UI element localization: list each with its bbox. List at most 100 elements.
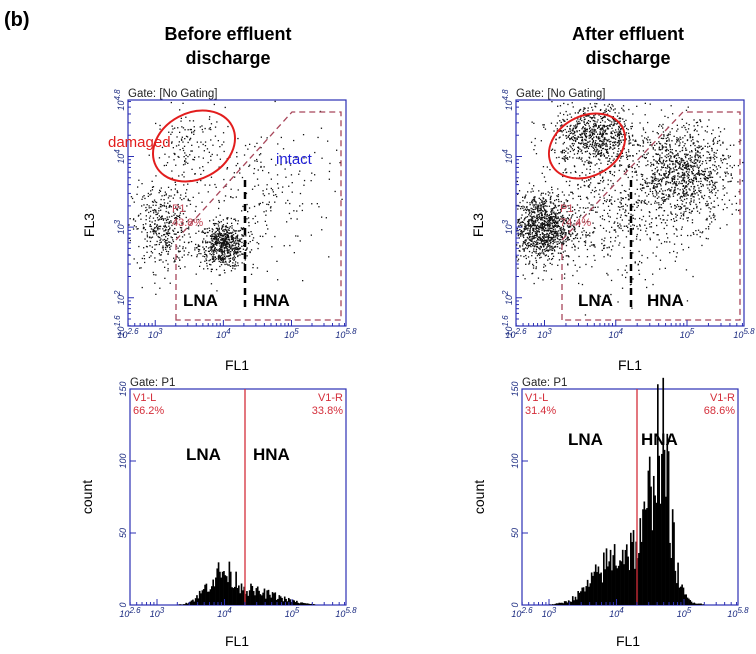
scatter-point (578, 210, 580, 212)
scatter-point (672, 195, 675, 197)
scatter-point (527, 223, 529, 225)
scatter-point (160, 259, 162, 261)
scatter-point (224, 263, 226, 266)
scatter-point (694, 174, 696, 176)
scatter-point (216, 154, 218, 156)
scatter-point (648, 193, 650, 195)
scatter-point (539, 234, 541, 236)
scatter-point (209, 259, 211, 261)
scatter-point (594, 164, 596, 166)
scatter-point (532, 272, 534, 274)
lna-label: LNA (578, 291, 613, 310)
scatter-point (217, 250, 219, 252)
scatter-point (220, 257, 222, 259)
scatter-point (218, 233, 220, 235)
scatter-point (596, 211, 598, 213)
scatter-point (219, 233, 221, 235)
scatter-point (670, 212, 672, 214)
scatter-point (625, 151, 627, 154)
scatter-point (545, 224, 547, 226)
scatter-point (540, 223, 543, 225)
scatter-point (268, 193, 270, 195)
scatter-point (661, 179, 663, 182)
scatter-point (603, 245, 605, 247)
scatter-point (675, 160, 677, 162)
scatter-point (228, 246, 230, 248)
scatter-point (609, 106, 612, 109)
scatter-point (735, 209, 737, 211)
scatter-point (547, 225, 549, 227)
scatter-point (159, 218, 161, 220)
scatter-point (229, 226, 231, 228)
scatter-point (524, 242, 526, 244)
scatter-point (155, 244, 158, 246)
scatter-point (564, 233, 566, 235)
scatter-point (552, 220, 554, 222)
scatter-point (250, 231, 252, 233)
scatter-point (679, 165, 681, 167)
scatter-point (656, 153, 659, 156)
scatter-point (518, 219, 520, 221)
scatter-point (654, 183, 656, 185)
scatter-point (656, 183, 658, 186)
scatter-point (619, 120, 621, 122)
scatter-point (586, 121, 589, 124)
scatter-point (569, 125, 571, 127)
y-tick: 102 (113, 290, 126, 305)
scatter-point (586, 180, 588, 182)
scatter-point (722, 159, 724, 161)
histogram-bar (179, 604, 182, 605)
scatter-point (646, 257, 649, 259)
scatter-point (709, 183, 711, 185)
scatter-point (719, 176, 721, 178)
scatter-point (549, 227, 551, 229)
tick-label: 105.8 (733, 327, 755, 340)
scatter-point (609, 124, 611, 126)
scatter-point (634, 171, 636, 173)
scatter-point (216, 121, 218, 123)
scatter-point (530, 226, 532, 228)
scatter-point (714, 155, 716, 158)
scatter-point (171, 125, 173, 127)
scatter-point (699, 164, 701, 167)
scatter-point (170, 236, 172, 238)
scatter-point (145, 245, 148, 248)
scatter-point (539, 248, 541, 251)
scatter-point (608, 125, 610, 127)
scatter-point (233, 259, 235, 261)
scatter-point (622, 139, 624, 141)
scatter-point (710, 173, 712, 175)
scatter-point (237, 220, 239, 222)
scatter-point (656, 166, 658, 168)
scatter-point (210, 155, 212, 157)
scatter-point (262, 201, 264, 204)
scatter-point (220, 247, 222, 249)
scatter-point (709, 223, 711, 225)
damaged-label: damaged (108, 134, 171, 151)
scatter-point (687, 168, 689, 170)
scatter-point (222, 240, 224, 242)
scatter-point (581, 139, 583, 141)
scatter-point (644, 224, 646, 226)
scatter-point (162, 249, 164, 251)
scatter-point (650, 182, 653, 185)
scatter-point (710, 158, 712, 160)
scatter-point (658, 204, 660, 206)
scatter-point (560, 210, 562, 212)
scatter-point (527, 244, 530, 247)
scatter-point (717, 140, 719, 143)
scatter-point (168, 216, 171, 218)
scatter-point (188, 251, 190, 254)
scatter-point (549, 223, 551, 225)
scatter-point (173, 214, 175, 216)
scatter-point (166, 162, 169, 164)
scatter-point (542, 249, 544, 251)
scatter-point (588, 135, 590, 137)
scatter-point (609, 146, 611, 148)
scatter-point (190, 128, 192, 131)
scatter-point (637, 205, 639, 207)
scatter-point (221, 227, 223, 229)
scatter-plot-after: Gate: [No Gating] P1 74.4% LNA HNA 102.6… (470, 88, 755, 373)
scatter-point (667, 136, 669, 139)
scatter-point (528, 244, 530, 247)
